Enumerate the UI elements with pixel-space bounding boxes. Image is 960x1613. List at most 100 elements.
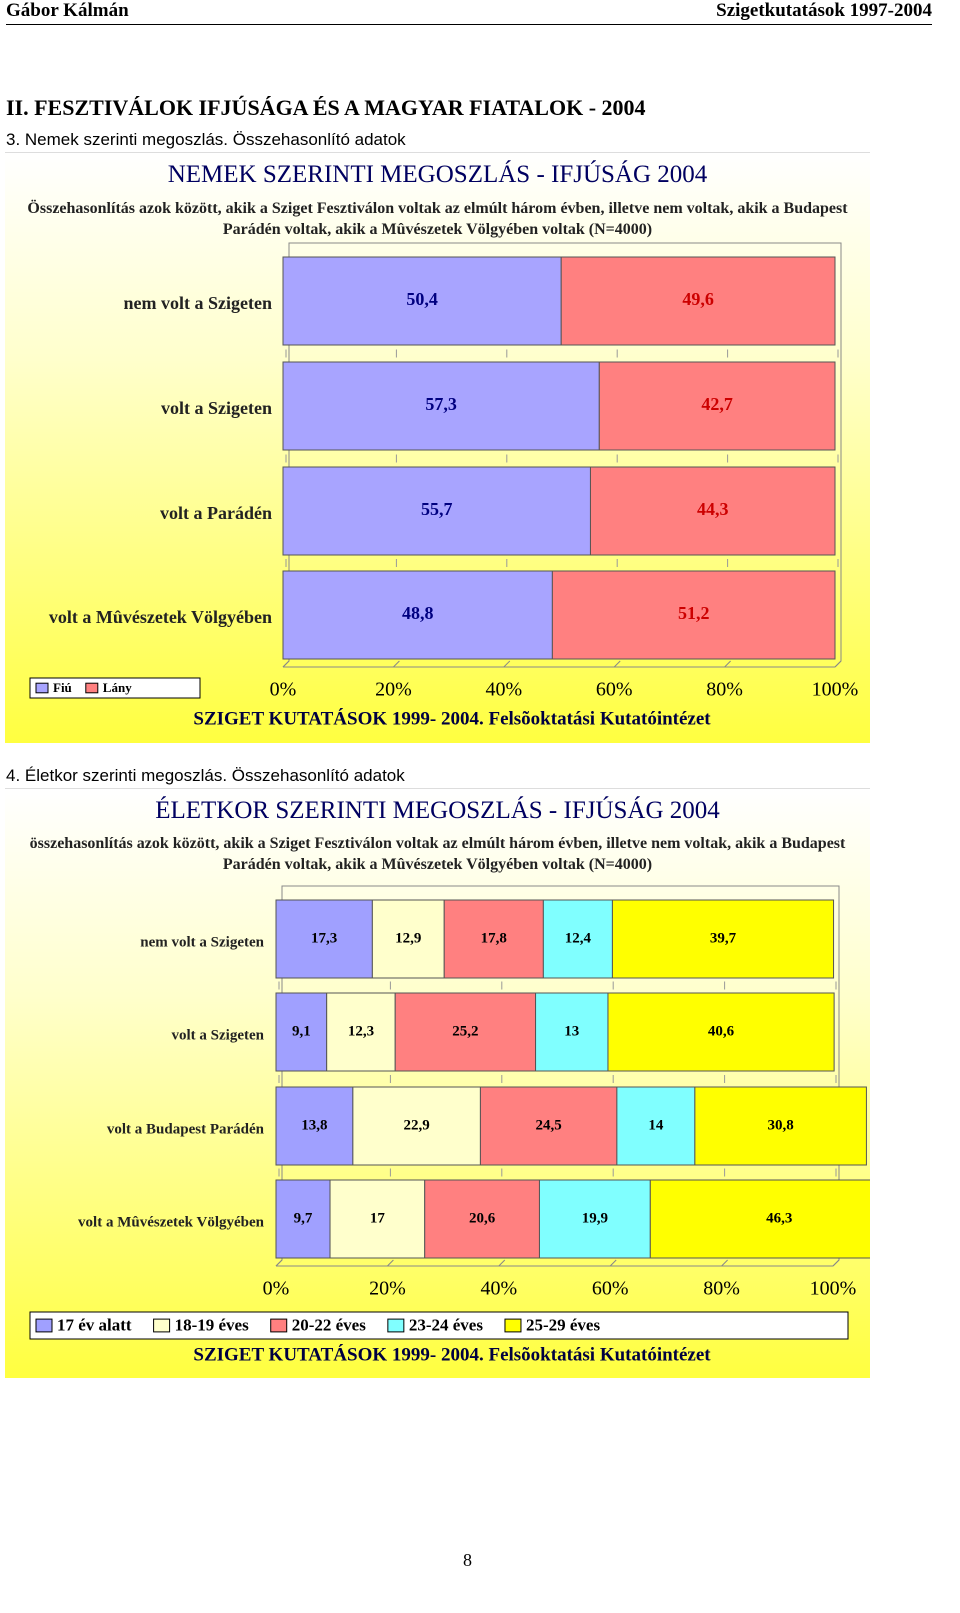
value-label: 46,3 [766, 1210, 792, 1226]
bar-segment [352, 1086, 481, 1166]
bar-segment [424, 1179, 540, 1259]
x-tick-label: 0% [263, 1278, 290, 1300]
x-tick-label: 80% [706, 679, 743, 701]
legend-box [29, 677, 201, 699]
header-right: Szigetkutatások 1997-2004 [716, 0, 932, 21]
x-tick-mark [613, 660, 621, 668]
x-tick-label: 100% [812, 679, 859, 701]
x-tick-mark [282, 660, 290, 668]
chart: 0% 20% 40% 60% 80% 100% nem volt a Szigeten 17,… [29, 885, 870, 1365]
value-label: 17,8 [481, 930, 507, 946]
value-label: 49,6 [682, 289, 714, 309]
bar-segment [611, 899, 835, 979]
y-tick-label: volt a Szigeten [172, 1027, 265, 1043]
value-label: 9,7 [294, 1210, 313, 1226]
value-label: 50,4 [406, 289, 438, 309]
value-label: 12,4 [565, 930, 592, 946]
y-tick-label: nem volt a Szigeten [140, 934, 264, 950]
chart-title: NEMEK SZERINTI MEGOSZLÁS - IFJÚSÁG 2004 [167, 161, 708, 188]
x-tick-mark [832, 1259, 840, 1267]
bar-segment [329, 1179, 426, 1259]
bar-segment [607, 992, 835, 1072]
value-label: 30,8 [768, 1117, 794, 1133]
bar-segment [275, 899, 373, 979]
x-tick-label: 40% [485, 679, 522, 701]
header-rule [6, 24, 932, 25]
legend-label: 17 év alatt [57, 1315, 132, 1334]
value-label: 57,3 [425, 394, 457, 414]
x-tick-label: 80% [703, 1278, 740, 1300]
value-label: 9,1 [292, 1023, 311, 1039]
bar-segment [538, 1179, 651, 1259]
legend-swatch [270, 1318, 288, 1333]
y-tick-label: volt a Budapest Parádén [107, 1121, 265, 1137]
value-label: 14 [648, 1117, 664, 1133]
value-label: 24,5 [536, 1117, 562, 1133]
x-tick-mark [721, 1259, 728, 1267]
subsection-title: 4. Életkor szerinti megoszlás. Összehaso… [6, 766, 405, 785]
x-tick-mark [393, 660, 400, 668]
legend-label: 18-19 éves [175, 1315, 250, 1334]
x-tick-label: 60% [596, 679, 633, 701]
legend-label: 23-24 éves [409, 1315, 484, 1334]
bar-segment [589, 466, 836, 556]
value-label: 17 [370, 1210, 386, 1226]
legend-swatch [35, 682, 49, 694]
bar-segment [371, 899, 445, 979]
x-tick-mark [724, 660, 731, 668]
y-tick-label: nem volt a Szigeten [124, 293, 272, 313]
y-tick-label: volt a Mûvészetek Völgyében [49, 607, 272, 627]
legend-label: Lány [103, 680, 132, 695]
bar-segment [282, 361, 600, 451]
y-tick-label: volt a Parádén [160, 503, 272, 523]
chart-subtitle: Összehasonlítás azok között, akik a Szig… [27, 200, 848, 238]
x-tick-label: 40% [480, 1278, 517, 1300]
legend-label: 25-29 éves [526, 1315, 601, 1334]
value-label: 55,7 [421, 499, 453, 519]
legend-swatch [504, 1318, 522, 1333]
bar-segment [542, 899, 613, 979]
bar-segment [598, 361, 836, 451]
bar-segment [560, 256, 836, 346]
bar-segment [326, 992, 396, 1072]
value-label: 39,7 [710, 930, 737, 946]
value-label: 12,9 [395, 930, 421, 946]
chart-source: SZIGET KUTATÁSOK 1999- 2004. Felsõoktatá… [193, 1343, 711, 1365]
x-tick-label: 0% [270, 679, 297, 701]
section-title: II. FESZTIVÁLOK IFJÚSÁGA ÉS A MAGYAR FIA… [6, 95, 646, 120]
bar-segment [282, 466, 591, 556]
page-number: 8 [463, 1550, 472, 1570]
value-label: 42,7 [701, 394, 733, 414]
bar-segment [616, 1086, 696, 1166]
value-label: 17,3 [311, 930, 337, 946]
value-label: 12,3 [348, 1023, 374, 1039]
x-tick-mark [609, 1259, 617, 1267]
bar-segment [443, 899, 544, 979]
x-tick-label: 60% [592, 1278, 629, 1300]
chart-subtitle: összehasonlítás azok között, akik a Szig… [29, 835, 846, 873]
x-tick-label: 100% [810, 1278, 857, 1300]
bar-segment [282, 570, 553, 660]
bar-segment [649, 1179, 870, 1259]
subsection-title: 3. Nemek szerinti megoszlás. Összehasonl… [6, 130, 406, 149]
value-label: 13 [564, 1023, 579, 1039]
chart-source: SZIGET KUTATÁSOK 1999- 2004. Felsõoktatá… [193, 707, 711, 729]
legend-swatch [153, 1318, 171, 1333]
value-label: 44,3 [697, 499, 729, 519]
legend-label: 20-22 éves [292, 1315, 367, 1334]
legend-label: Fiú [53, 680, 72, 695]
value-label: 13,8 [301, 1117, 327, 1133]
x-tick-mark [834, 660, 842, 668]
y-tick-label: volt a Szigeten [161, 398, 272, 418]
x-tick-label: 20% [375, 679, 412, 701]
bar-segment [282, 256, 562, 346]
bar-segment [551, 570, 836, 660]
value-label: 20,6 [469, 1210, 496, 1226]
value-label: 40,6 [708, 1023, 735, 1039]
legend-swatch [35, 1318, 53, 1333]
value-label: 51,2 [678, 603, 710, 623]
value-label: 19,9 [582, 1210, 608, 1226]
chart-panel: 0% 20% 40% 60% 80% 100% nem volt a Szigeten 50,… [5, 152, 870, 743]
x-tick-label: 20% [369, 1278, 406, 1300]
